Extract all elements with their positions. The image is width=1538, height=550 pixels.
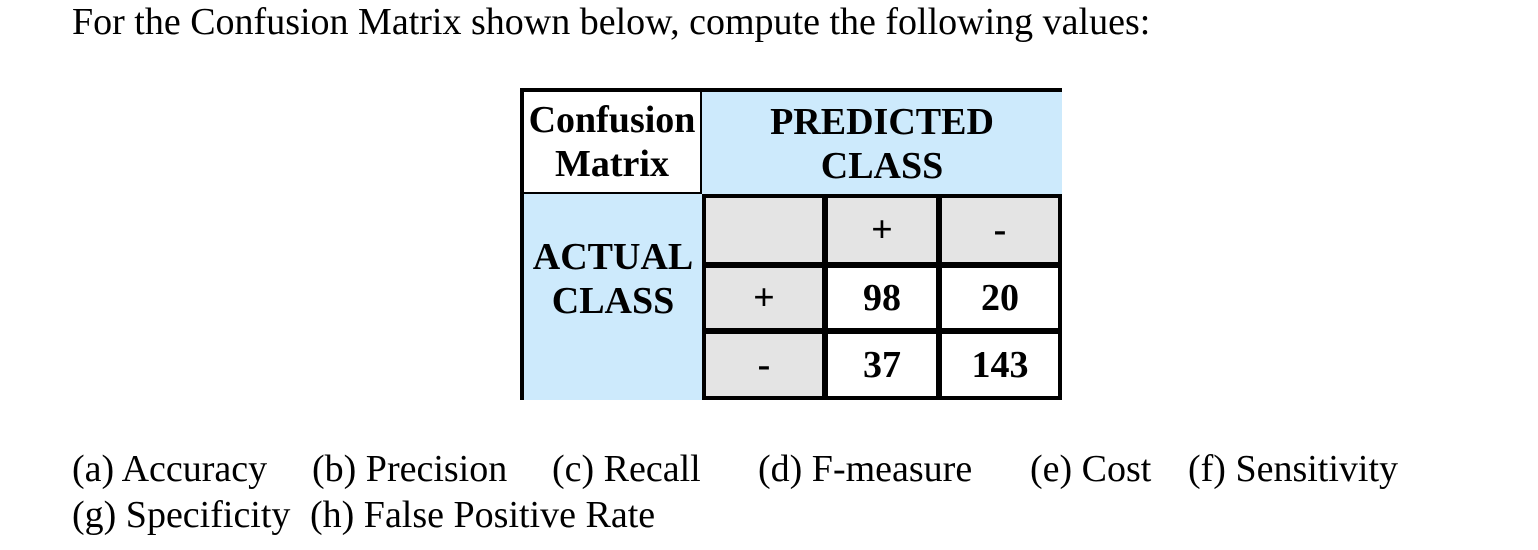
corner-label-line2: Matrix [555,143,669,185]
false-negative-cell: 20 [938,264,1062,332]
confusion-matrix-table: Confusion Matrix PREDICTED CLASS ACTUAL … [520,88,1062,400]
predicted-minus-header: - [938,194,1062,266]
predicted-label-line1: PREDICTED [770,101,994,143]
false-positive-cell: 37 [824,330,940,400]
matrix-corner-label: Confusion Matrix [520,88,704,196]
actual-label-line2: CLASS [551,280,675,322]
task-sensitivity: (f) Sensitivity [1188,448,1399,490]
task-precision: (b) Precision [312,448,508,490]
actual-label-line1: ACTUAL [532,236,694,278]
predicted-class-header: PREDICTED CLASS [702,88,1062,196]
task-cost: (e) Cost [1030,448,1152,490]
actual-plus-row-label: + [702,264,826,332]
corner-label-line1: Confusion [528,99,696,141]
true-negative-cell: 143 [938,330,1062,400]
predicted-plus-header: + [824,194,940,266]
actual-class-header: ACTUAL CLASS [520,194,702,400]
question-prompt: For the Confusion Matrix shown below, co… [72,1,1151,43]
task-recall: (c) Recall [552,448,701,490]
actual-minus-row-label: - [702,330,826,400]
empty-header-cell [702,194,826,266]
task-f-measure: (d) F-measure [758,448,973,490]
task-false-positive-rate: (h) False Positive Rate [310,494,656,536]
task-specificity: (g) Specificity [72,494,291,536]
task-accuracy: (a) Accuracy [72,448,268,490]
true-positive-cell: 98 [824,264,940,332]
predicted-label-line2: CLASS [820,145,944,187]
